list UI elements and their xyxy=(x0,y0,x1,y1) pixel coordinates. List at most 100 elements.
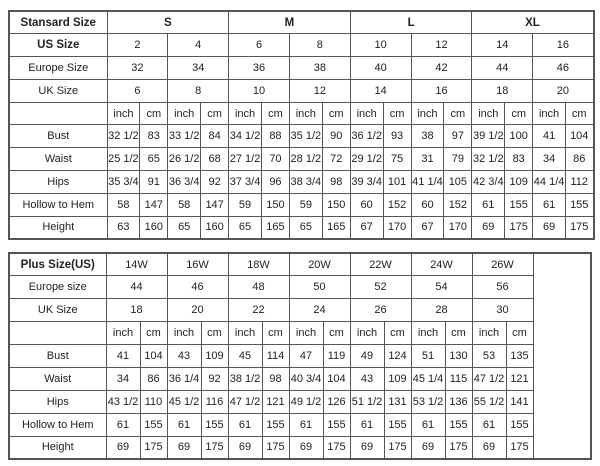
measurement-value: 92 xyxy=(200,170,230,194)
measurement-value: 165 xyxy=(321,215,351,240)
measurement-value: 27 1/2 xyxy=(228,147,262,172)
measurement-value: 135 xyxy=(505,344,534,368)
uk-size-value: 18 xyxy=(105,298,168,323)
measurement-value: 45 1/4 xyxy=(410,366,446,391)
measurement-value: 90 xyxy=(321,124,351,149)
measurement-value: 51 1/2 xyxy=(349,389,385,414)
measurement-value: 69 xyxy=(105,435,141,460)
measurement-value: 155 xyxy=(504,192,534,217)
measurement-value: 31 xyxy=(410,147,445,172)
measurement-value: 65 xyxy=(288,215,323,240)
uk-size-value: 28 xyxy=(410,298,473,323)
us-size-value: 16 xyxy=(532,33,594,58)
measurement-value: 35 3/4 xyxy=(106,170,141,194)
uk-size-value: 18 xyxy=(471,78,534,103)
uk-size-value: 20 xyxy=(532,78,594,103)
measurement-value: 165 xyxy=(260,215,290,240)
europe-size-value: 38 xyxy=(288,56,351,80)
measurement-value: 38 1/2 xyxy=(227,366,263,391)
measurement-value: 88 xyxy=(260,124,290,149)
unit-label: cm xyxy=(504,101,534,126)
uk-size-value: 16 xyxy=(410,78,473,103)
measurement-value: 43 xyxy=(166,344,202,368)
measurement-value: 65 xyxy=(228,215,262,240)
measurement-value: 60 xyxy=(349,192,384,217)
measurement-value: 26 1/2 xyxy=(167,147,202,172)
empty-cell xyxy=(8,101,108,126)
measurement-value: 51 xyxy=(410,344,446,368)
measurement-value: 110 xyxy=(139,389,168,414)
unit-label: inch xyxy=(106,101,141,126)
measurement-value: 68 xyxy=(200,147,230,172)
us-size-value: 8 xyxy=(288,33,351,58)
empty-column xyxy=(532,252,592,460)
europe-size-value: 44 xyxy=(105,275,168,300)
measurement-value: 109 xyxy=(383,366,412,391)
europe-size-value: 34 xyxy=(167,56,230,80)
empty-cell xyxy=(8,321,107,346)
measurement-row: Height 63 160 65 160 65 165 65 165 67 170 67 170 69 17… xyxy=(8,215,595,240)
measurement-value: 152 xyxy=(443,192,473,217)
measurement-value: 72 xyxy=(321,147,351,172)
measurement-value: 36 1/2 xyxy=(349,124,384,149)
measurement-value: 112 xyxy=(564,170,595,194)
measurement-row: Height 69 175 69 175 69 175 69 175 69 175 69 175 69 17… xyxy=(8,435,591,460)
us-size-value: 4 xyxy=(167,33,230,58)
us-size-value: 16W xyxy=(166,252,229,277)
header-label: Plus Size(US) xyxy=(8,252,107,277)
measurement-row: Hollow to Hem 61 155 61 155 61 155 61 155 61 155 61… xyxy=(8,412,591,437)
measurement-value: 104 xyxy=(139,344,168,368)
unit-label: cm xyxy=(139,101,169,126)
measurement-value: 116 xyxy=(200,389,229,414)
measurement-value: 104 xyxy=(322,366,351,391)
measurement-value: 61 xyxy=(166,412,202,437)
measurement-value: 32 1/2 xyxy=(471,147,506,172)
unit-label: cm xyxy=(139,321,168,346)
row-label: Height xyxy=(8,435,107,460)
measurement-value: 58 xyxy=(167,192,202,217)
measurement-value: 124 xyxy=(383,344,412,368)
row-label: Hips xyxy=(8,389,107,414)
uk-size-value: 12 xyxy=(288,78,351,103)
measurement-value: 86 xyxy=(139,366,168,391)
measurement-value: 34 xyxy=(105,366,141,391)
measurement-value: 35 1/2 xyxy=(288,124,323,149)
measurement-value: 41 xyxy=(532,124,566,149)
measurement-value: 61 xyxy=(227,412,263,437)
measurement-value: 67 xyxy=(410,215,445,240)
unit-label: cm xyxy=(260,101,290,126)
unit-label: inch xyxy=(410,321,446,346)
unit-label: inch xyxy=(471,101,506,126)
measurement-value: 91 xyxy=(139,170,169,194)
europe-size-value: 36 xyxy=(228,56,290,80)
row-label: Height xyxy=(8,215,108,240)
unit-label: cm xyxy=(261,321,290,346)
measurement-value: 61 xyxy=(532,192,566,217)
measurement-value: 119 xyxy=(322,344,351,368)
measurement-value: 104 xyxy=(564,124,595,149)
unit-label: cm xyxy=(321,101,351,126)
unit-label: inch xyxy=(288,101,323,126)
uk-size-row: UK Size 18 20 22 24 26 28 30 xyxy=(8,298,591,323)
unit-label: inch xyxy=(166,321,202,346)
measurement-value: 65 xyxy=(167,215,202,240)
unit-label: cm xyxy=(322,321,351,346)
measurement-value: 114 xyxy=(261,344,290,368)
size-group-S: S xyxy=(106,10,230,35)
header-label: Stansard Size xyxy=(8,10,108,35)
europe-size-value: 56 xyxy=(471,275,534,300)
measurement-value: 61 xyxy=(410,412,446,437)
us-size-value: 14 xyxy=(471,33,534,58)
row-label: Europe size xyxy=(8,275,107,300)
measurement-value: 131 xyxy=(383,389,412,414)
us-size-value: 6 xyxy=(228,33,290,58)
row-label: Hollow to Hem xyxy=(8,192,108,217)
unit-label: inch xyxy=(349,101,384,126)
row-label: Waist xyxy=(8,366,107,391)
us-size-row: Plus Size(US) 14W 16W 18W 20W 22W 24W 26W xyxy=(8,252,592,460)
measurement-value: 49 1/2 xyxy=(288,389,324,414)
us-size-value: 10 xyxy=(349,33,412,58)
size-group-L: L xyxy=(349,10,473,35)
europe-size-value: 40 xyxy=(349,56,412,80)
measurement-value: 61 xyxy=(105,412,141,437)
